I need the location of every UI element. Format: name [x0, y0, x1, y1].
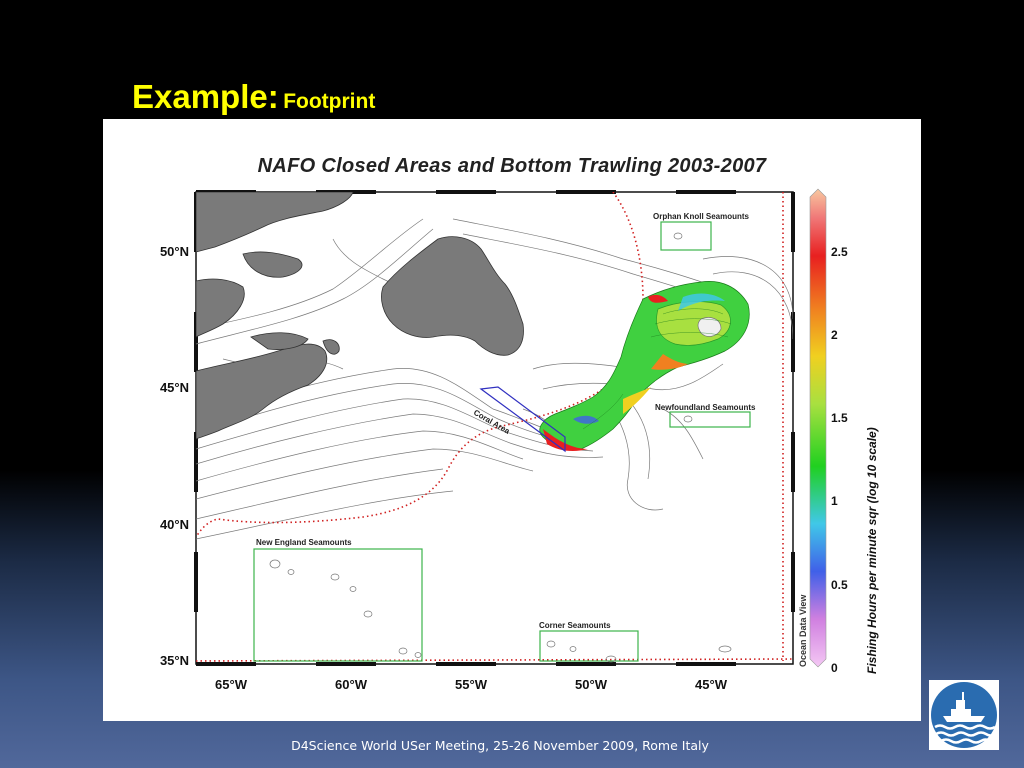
label-corner: Corner Seamounts: [539, 621, 611, 630]
newfoundland-box: [669, 411, 751, 428]
lat-label-50n: 50°N: [160, 244, 189, 259]
colorbar-tick-0-5: 0.5: [831, 578, 848, 592]
colorbar: 0 0.5 1 1.5 2 2.5 Fishing Hours per minu…: [809, 188, 879, 675]
new-england-box: [253, 548, 423, 662]
label-newfoundland: Newfoundland Seamounts: [655, 403, 756, 412]
corner-box: [539, 630, 639, 662]
fishing-footprint: [539, 281, 750, 452]
lon-label-60w: 60°W: [335, 677, 368, 692]
lat-label-40n: 40°N: [160, 517, 189, 532]
ocean-data-view-watermark: Ocean Data View: [798, 594, 808, 667]
lon-label-45w: 45°W: [695, 677, 728, 692]
slide-title-sub: Footprint: [283, 90, 376, 113]
ship-logo-icon: [929, 680, 999, 750]
colorbar-tick-1-5: 1.5: [831, 411, 848, 425]
colorbar-tick-0: 0: [831, 661, 838, 675]
lat-label-45n: 45°N: [160, 380, 189, 395]
colorbar-tick-2: 2: [831, 328, 838, 342]
land-masses: [196, 192, 524, 440]
colorbar-label: Fishing Hours per minute sqr (log 10 sca…: [865, 427, 879, 674]
coral-area-box: [479, 386, 566, 453]
map-figure: Orphan Knoll Seamounts Newfoundland Seam…: [160, 188, 879, 692]
latitude-labels: 50°N 45°N 40°N 35°N: [160, 244, 189, 668]
slide-title-main: Example:: [132, 78, 279, 115]
lon-label-65w: 65°W: [215, 677, 248, 692]
orphan-knoll-box: [660, 221, 712, 251]
label-orphan-knoll: Orphan Knoll Seamounts: [653, 212, 750, 221]
colorbar-tick-2-5: 2.5: [831, 245, 848, 259]
seamount-contours: [269, 232, 732, 663]
closed-area-boxes: [253, 221, 751, 662]
colorbar-tick-1: 1: [831, 494, 838, 508]
map-title: NAFO Closed Areas and Bottom Trawling 20…: [257, 155, 767, 177]
slide-title: Example: Footprint: [132, 78, 375, 116]
lon-label-50w: 50°W: [575, 677, 608, 692]
map-panel: NAFO Closed Areas and Bottom Trawling 20…: [103, 119, 921, 721]
slide-footer: D4Science World USer Meeting, 25-26 Nove…: [291, 738, 709, 753]
label-new-england: New England Seamounts: [256, 538, 352, 547]
lat-label-35n: 35°N: [160, 653, 189, 668]
lon-label-55w: 55°W: [455, 677, 488, 692]
longitude-labels: 65°W 60°W 55°W 50°W 45°W: [215, 677, 728, 692]
